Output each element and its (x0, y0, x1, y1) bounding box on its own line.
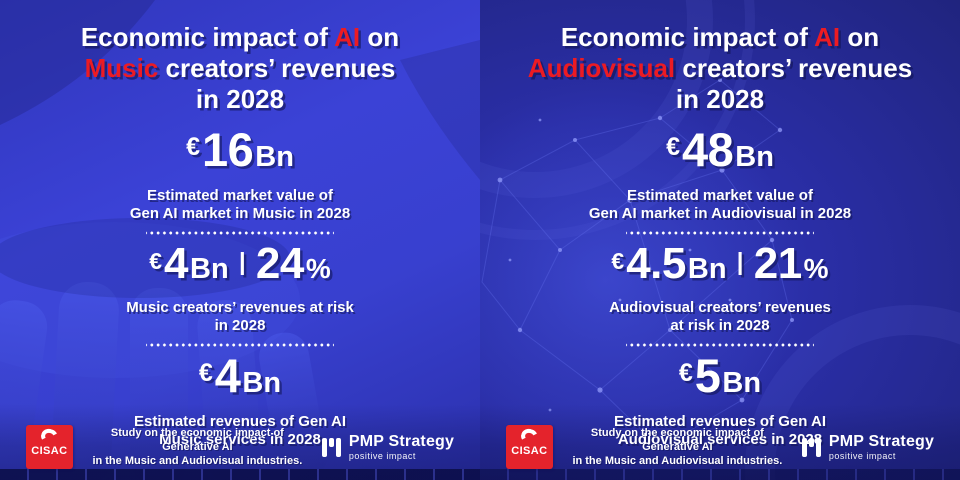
percent-symbol: % (305, 253, 331, 284)
stat-value: €5Bn (678, 352, 762, 411)
stat-value: €4Bn (198, 352, 282, 411)
stat-amount-percent: 24 (255, 239, 304, 288)
stat-value: €4.5Bn I 21% (611, 241, 828, 297)
study-text: Study on the economic impact of Generati… (90, 426, 305, 468)
footer: CISAC Study on the economic impact of Ge… (0, 425, 480, 469)
pmp-strategy-logo: PMP Strategy positive impact (801, 432, 935, 461)
pmp-bars-icon (321, 437, 341, 457)
stat-unit: Bn (242, 367, 282, 399)
title-text: creators’ revenues (675, 53, 913, 83)
page-title: Economic impact of AI on Audiovisual crea… (528, 22, 912, 115)
panel-content: Economic impact of AI on Audiovisual crea… (480, 0, 960, 480)
stat-market-value: €48Bn Estimated market value of Gen AI ma… (589, 126, 851, 223)
title-line: Economic impact of AI on (81, 22, 399, 53)
pmp-wordmark: PMP Strategy positive impact (828, 432, 935, 461)
cisac-logo: CISAC (25, 425, 73, 469)
stat-caption: Estimated market value of Gen AI market i… (130, 187, 350, 223)
stat-unit: Bn (255, 141, 294, 173)
title-text: Economic impact of (80, 22, 335, 52)
pmp-wordmark: PMP Strategy positive impact (348, 432, 455, 461)
value-separator: I (237, 245, 247, 282)
stat-amount: 48 (681, 123, 734, 176)
stat-revenues-at-risk: €4.5Bn I 21% Audiovisual creators’ revenue… (609, 241, 831, 335)
study-text-line: in the Music and Audiovisual industries. (92, 455, 303, 467)
stat-unit: Bn (735, 141, 774, 173)
panel-audiovisual: Economic impact of AI on Audiovisual crea… (480, 0, 960, 480)
stat-amount-percent: 21 (753, 239, 802, 288)
title-line: Audiovisual creators’ revenues (528, 53, 912, 84)
euro-symbol: € (186, 133, 200, 161)
percent-symbol: % (803, 253, 829, 284)
panel-content: Economic impact of AI on Music creators’ … (81, 22, 399, 448)
caption-line: Gen AI market in Audiovisual in 2028 (588, 205, 852, 222)
dotted-divider (626, 343, 814, 347)
footer: CISAC Study on the economic impact of Ge… (480, 425, 960, 469)
pmp-name: PMP Strategy (348, 432, 455, 450)
stat-value: €48Bn (666, 126, 774, 185)
caption-line: Gen AI market in Music in 2028 (129, 205, 351, 222)
stat-amount: 16 (201, 123, 254, 176)
pmp-name: PMP Strategy (828, 432, 935, 450)
title-accent-ai: AI (334, 22, 361, 52)
stat-amount: 4 (164, 239, 189, 288)
pmp-tagline: positive impact (828, 450, 896, 461)
panel-music: Economic impact of AI on Music creators’ … (0, 0, 480, 480)
caption-line: at risk in 2028 (670, 317, 770, 334)
stat-unit: Bn (687, 253, 727, 285)
title-line: Music creators’ revenues (81, 53, 399, 84)
caption-line: Audiovisual creators’ revenues (609, 299, 831, 316)
title-text: Economic impact of (560, 22, 815, 52)
cisac-arc-icon (38, 426, 60, 447)
title-text: creators’ revenues (158, 53, 396, 83)
stat-unit: Bn (722, 367, 762, 399)
euro-symbol: € (611, 248, 625, 274)
cisac-wordmark: CISAC (511, 445, 548, 457)
pmp-tagline: positive impact (348, 450, 416, 461)
stat-amount: 4 (214, 349, 241, 402)
title-accent-ai: AI (814, 22, 841, 52)
stat-caption: Music creators’ revenues at risk in 2028 (126, 299, 354, 335)
cisac-wordmark: CISAC (31, 445, 68, 457)
stat-market-value: €16Bn Estimated market value of Gen AI ma… (130, 126, 350, 223)
pmp-strategy-logo: PMP Strategy positive impact (321, 432, 455, 461)
stat-caption: Estimated market value of Gen AI market i… (589, 187, 851, 223)
value-separator: I (735, 245, 745, 282)
study-text-line: Study on the economic impact of Generati… (110, 427, 284, 453)
title-line: Economic impact of AI on (528, 22, 912, 53)
title-accent-sector: Audiovisual (527, 53, 676, 83)
study-text: Study on the economic impact of Generati… (570, 426, 785, 468)
caption-line: in 2028 (214, 317, 266, 334)
cisac-logo: CISAC (505, 425, 553, 469)
title-text: on (360, 22, 400, 52)
study-text-line: in the Music and Audiovisual industries. (572, 455, 783, 467)
dotted-divider (146, 343, 334, 347)
page-title: Economic impact of AI on Music creators’ … (81, 22, 399, 115)
stat-value: €16Bn (186, 126, 294, 185)
stat-caption: Audiovisual creators’ revenues at risk in… (609, 299, 831, 335)
stat-unit: Bn (190, 253, 229, 285)
euro-symbol: € (666, 133, 680, 161)
caption-line: Estimated market value of (627, 187, 813, 204)
stat-value: €4Bn I 24% (149, 241, 330, 297)
title-line-year: in 2028 (195, 84, 285, 114)
study-text-line: Study on the economic impact of Generati… (590, 427, 764, 453)
stat-revenues-at-risk: €4Bn I 24% Music creators’ revenues at ris… (126, 241, 354, 335)
caption-line: Estimated market value of (147, 187, 333, 204)
euro-symbol: € (678, 359, 693, 387)
title-accent-sector: Music (84, 53, 159, 83)
caption-line: Music creators’ revenues at risk (126, 299, 354, 316)
euro-symbol: € (149, 248, 163, 274)
dotted-divider (626, 231, 814, 235)
stat-amount: 4.5 (626, 239, 686, 288)
title-line-year: in 2028 (675, 84, 765, 114)
cisac-arc-icon (518, 426, 540, 447)
dotted-divider (146, 231, 334, 235)
stat-amount: 5 (694, 349, 721, 402)
euro-symbol: € (198, 359, 213, 387)
pmp-bars-icon (801, 437, 821, 457)
title-text: on (840, 22, 880, 52)
